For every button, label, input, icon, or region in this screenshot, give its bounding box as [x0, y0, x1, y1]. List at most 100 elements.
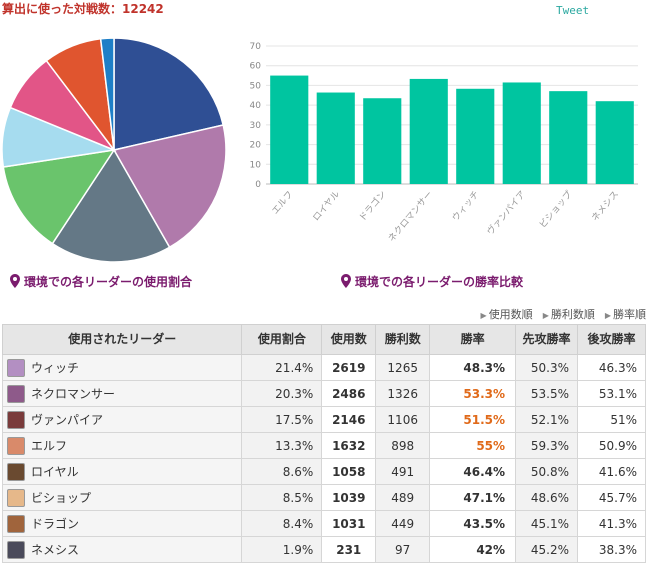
first-cell: 45.2% — [515, 536, 578, 563]
sort-by-wins-link[interactable]: ▶ 勝利数順 — [542, 306, 595, 321]
leader-avatar-icon — [7, 488, 25, 507]
bar — [363, 98, 402, 184]
x-tick-label: エルフ — [271, 190, 296, 217]
leader-name-wrap: エルフ — [7, 436, 241, 455]
x-tick-label: ロイヤル — [311, 190, 342, 224]
tweet-link[interactable]: Tweet — [556, 4, 590, 17]
usage-pie-chart — [1, 37, 227, 263]
second-cell: 46.3% — [577, 354, 646, 381]
second-cell: 51% — [577, 406, 646, 433]
sort-by-rate-link[interactable]: ▶ 勝率順 — [604, 306, 646, 321]
sort-label: 勝利数順 — [550, 308, 595, 321]
leader-name-wrap: ビショップ — [7, 488, 241, 507]
second-cell: 53.1% — [577, 380, 646, 407]
bar — [409, 78, 448, 184]
sort-label: 勝率順 — [613, 308, 646, 321]
first-cell: 53.5% — [515, 380, 578, 407]
leader-cell: ネクロマンサー — [1, 380, 243, 407]
leader-name: エルフ — [31, 439, 68, 453]
column-header-uses: 使用数 — [321, 324, 377, 355]
leader-name: ロイヤル — [31, 465, 79, 479]
bar — [502, 82, 541, 184]
page-title: 算出に使った対戦数：12242 — [2, 2, 164, 16]
leader-name: ウィッチ — [31, 361, 80, 375]
leader-name-wrap: ドラゴン — [7, 514, 241, 533]
leader-avatar-icon — [7, 410, 25, 429]
share-cell: 13.3% — [241, 432, 323, 459]
uses-cell: 1031 — [321, 510, 377, 537]
rate-cell: 47.1% — [429, 484, 517, 511]
leader-name-wrap: ネクロマンサー — [7, 384, 241, 403]
second-cell: 45.7% — [577, 484, 646, 511]
table-row: ネクロマンサー 20.3% 2486 1326 53.3% 53.5% 53.1% — [1, 380, 646, 407]
wins-cell: 489 — [375, 484, 431, 511]
leader-name-wrap: ネメシス — [7, 540, 241, 559]
share-cell: 21.4% — [241, 354, 323, 381]
rate-cell: 43.5% — [429, 510, 517, 537]
leader-avatar-icon — [7, 462, 25, 481]
triangle-right-icon: ▶ — [604, 311, 611, 320]
first-cell: 50.8% — [515, 458, 578, 485]
leader-cell: ドラゴン — [1, 510, 243, 537]
second-cell: 41.6% — [577, 458, 646, 485]
table-body: ウィッチ 21.4% 2619 1265 48.3% 50.3% 46.3% ネクロマンサー 2… — [1, 354, 646, 563]
leader-cell: エルフ — [1, 432, 243, 459]
column-header-leader: 使用されたリーダー — [1, 324, 243, 355]
bar-caption: 環境での各リーダーの勝率比較 — [341, 272, 523, 290]
uses-cell: 1058 — [321, 458, 377, 485]
uses-cell: 2146 — [321, 406, 377, 433]
x-tick-label: ドラゴン — [356, 188, 388, 223]
bar — [270, 75, 309, 184]
leader-cell: ヴァンパイア — [1, 406, 243, 433]
x-tick-label: ヴァンパイア — [484, 188, 528, 237]
first-cell: 59.3% — [515, 432, 578, 459]
pie-slice — [99, 37, 115, 151]
leader-cell: ロイヤル — [1, 458, 243, 485]
x-tick-label: ウィッチ — [450, 189, 482, 224]
leader-name: ビショップ — [31, 491, 92, 505]
first-cell: 48.6% — [515, 484, 578, 511]
location-pin-icon — [341, 274, 351, 288]
first-cell: 52.1% — [515, 406, 578, 433]
sort-by-uses-link[interactable]: ▶ 使用数順 — [480, 306, 533, 321]
triangle-right-icon: ▶ — [542, 311, 549, 320]
table-row: エルフ 13.3% 1632 898 55% 59.3% 50.9% — [1, 432, 646, 459]
wins-cell: 97 — [375, 536, 431, 563]
pie-caption: 環境での各リーダーの使用割合 — [10, 272, 192, 290]
uses-cell: 1039 — [321, 484, 377, 511]
triangle-right-icon: ▶ — [480, 311, 487, 320]
y-tick-label: 20 — [250, 141, 262, 151]
y-tick-label: 40 — [250, 101, 262, 111]
pie-slice — [51, 148, 171, 263]
share-cell: 1.9% — [241, 536, 323, 563]
wins-cell: 898 — [375, 432, 431, 459]
wins-cell: 491 — [375, 458, 431, 485]
pie-slice — [112, 124, 227, 249]
uses-cell: 1632 — [321, 432, 377, 459]
y-tick-label: 0 — [255, 180, 261, 190]
uses-cell: 231 — [321, 536, 377, 563]
first-cell: 50.3% — [515, 354, 578, 381]
bar — [595, 101, 634, 184]
bar — [549, 91, 588, 184]
share-cell: 17.5% — [241, 406, 323, 433]
share-cell: 8.5% — [241, 484, 323, 511]
leader-name: ネクロマンサー — [31, 387, 116, 401]
wins-cell: 1265 — [375, 354, 431, 381]
table-row: ヴァンパイア 17.5% 2146 1106 51.5% 52.1% 51% — [1, 406, 646, 433]
rate-cell: 48.3% — [429, 354, 517, 381]
y-tick-label: 10 — [250, 160, 262, 170]
table-row: ウィッチ 21.4% 2619 1265 48.3% 50.3% 46.3% — [1, 354, 646, 381]
pie-slice — [2, 149, 116, 245]
leader-name: ヴァンパイア — [31, 413, 104, 427]
pie-caption-text: 環境での各リーダーの使用割合 — [24, 274, 193, 289]
x-tick-label: ネクロマンサー — [386, 189, 435, 244]
column-header-rate: 勝率 — [429, 324, 517, 355]
share-cell: 8.6% — [241, 458, 323, 485]
leader-cell: ビショップ — [1, 484, 243, 511]
leader-name-wrap: ヴァンパイア — [7, 410, 241, 429]
column-header-wins: 勝利数 — [375, 324, 431, 355]
leader-cell: ネメシス — [1, 536, 243, 563]
second-cell: 38.3% — [577, 536, 646, 563]
first-cell: 45.1% — [515, 510, 578, 537]
